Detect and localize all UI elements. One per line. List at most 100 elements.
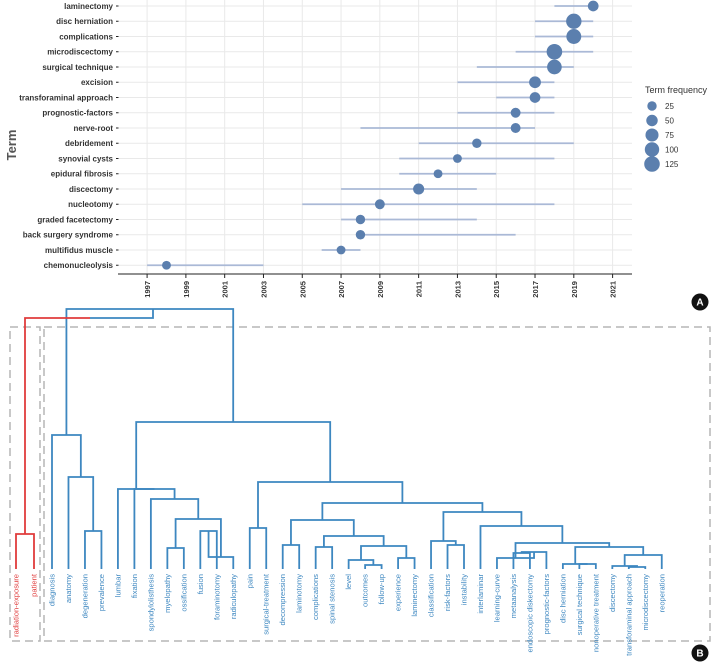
leaf-label: fusion	[196, 574, 205, 594]
legend-size-key	[647, 101, 657, 111]
term-median-point	[413, 183, 425, 195]
term-median-point	[546, 43, 563, 60]
x-tick-label: 1997	[143, 281, 152, 298]
dendrogram-branch	[133, 488, 176, 569]
leaf-label: ossification	[179, 574, 188, 612]
legend-size-key	[644, 156, 660, 172]
dendrogram-branch	[364, 564, 383, 569]
leaf-label: decompression	[278, 574, 287, 626]
term-label: synovial cysts	[58, 154, 113, 163]
dendrogram-branch	[166, 547, 185, 569]
dendrogram-branch	[149, 498, 200, 569]
dendrogram-branch	[446, 544, 465, 569]
term-median-point	[529, 92, 541, 103]
term-median-point	[452, 154, 462, 163]
leaf-label: radiation-exposure	[12, 574, 21, 637]
dendrogram-branch	[257, 481, 404, 528]
leaf-label: transforaminal approach	[624, 574, 633, 656]
y-axis-title: Term	[4, 130, 19, 161]
x-tick-label: 2007	[337, 281, 346, 298]
term-median-point	[529, 76, 541, 89]
term-labels: laminectomy disc herniation complications m…	[19, 2, 119, 270]
legend-title: Term frequency	[645, 85, 708, 95]
term-median-point	[355, 230, 366, 240]
term-label: discectomy	[69, 185, 114, 194]
leaf-label: endoscopic diskectomy	[525, 574, 534, 653]
panel-a-range-chart: laminectomy disc herniation complications m…	[4, 0, 709, 311]
leaf-label: follow-up	[377, 574, 386, 604]
dendrogram-root-blue	[90, 309, 154, 319]
x-tick-label: 2019	[570, 281, 579, 298]
x-tick-label: 2001	[221, 281, 230, 298]
term-median-point	[566, 13, 582, 29]
leaf-label: metaanalysis	[509, 574, 518, 619]
term-median-point	[510, 123, 521, 133]
x-tick-label: 1999	[182, 281, 191, 298]
term-median-point	[162, 260, 171, 270]
dendrogram-branch	[397, 557, 416, 569]
dendrogram-branch	[174, 518, 222, 557]
leaf-label: surgical-treatment	[262, 573, 271, 635]
term-median-point	[566, 29, 582, 44]
leaf-label: spondylolisthesis	[146, 574, 155, 632]
leaf-label: interlaminar	[476, 574, 485, 614]
dendrogram-branch	[51, 434, 82, 569]
x-tick-label: 2011	[415, 281, 424, 297]
leaf-label: classification	[427, 574, 436, 617]
panel-a-letter: A	[696, 298, 703, 309]
panel-b-badge: B	[691, 644, 709, 662]
dendrogram-leaf-labels: radiation-exposure patient diagnosis anatom…	[12, 573, 667, 656]
legend-size-key	[646, 114, 658, 127]
panel-a-badge-circle	[691, 293, 709, 311]
dendrogram-branch	[65, 308, 235, 435]
term-median-point	[472, 138, 482, 148]
legend-size-key	[644, 142, 660, 157]
term-label: prognostic-factors	[42, 109, 113, 118]
leaf-label: risk-factors	[443, 574, 452, 611]
leaf-label: lumbar	[113, 574, 122, 598]
leaf-label: disc herniation	[558, 574, 567, 623]
legend-size-label: 75	[665, 131, 674, 140]
x-tick-label: 2015	[492, 281, 501, 298]
leaf-label: nonoperative treatment	[591, 573, 600, 652]
leaf-label: discectomy	[608, 574, 617, 612]
leaf-label: prevalence	[97, 574, 106, 611]
leaf-label: level	[344, 574, 353, 590]
leaf-label: degeneration	[80, 574, 89, 618]
dendrogram-branch	[135, 421, 332, 489]
x-tick-label: 2009	[376, 281, 385, 298]
term-median-point	[336, 245, 346, 255]
dendrogram-branch	[281, 544, 301, 569]
panel-a-badge: A	[691, 293, 709, 311]
leaf-label: pain	[245, 574, 254, 588]
term-label: transforaminal approach	[19, 93, 113, 102]
x-tick-label: 2005	[298, 281, 307, 298]
legend-size-label: 100	[665, 146, 679, 155]
leaf-label: experience	[394, 574, 403, 611]
term-label: debridement	[65, 139, 113, 148]
leaf-label: laminectomy	[410, 574, 419, 617]
dendrogram-branch	[67, 476, 95, 569]
leaf-label: radiculopathy	[229, 574, 238, 619]
dendrogram-branches	[15, 308, 663, 569]
leaf-label: patient	[30, 573, 39, 597]
x-tick-label: 2017	[531, 281, 540, 298]
median-points	[162, 0, 599, 270]
term-median-point	[433, 169, 443, 179]
x-axis: 1997 1999 2001 2003 2005 2007 2009 2011 2013 2015…	[118, 273, 632, 298]
x-tick-label: 2013	[453, 281, 462, 298]
term-median-point	[547, 59, 562, 75]
leaf-label: fixation	[130, 574, 139, 598]
leaf-label: spinal stenosis	[328, 574, 337, 624]
term-label: excision	[81, 78, 113, 87]
range-lines	[147, 5, 594, 267]
legend-size-label: 125	[665, 160, 679, 169]
cluster-box-blue	[43, 326, 711, 642]
dendrogram-branch	[15, 533, 35, 569]
dendrogram-branch	[314, 546, 334, 569]
term-median-point	[374, 199, 385, 210]
dendrogram-branch	[84, 530, 103, 569]
legend-size-label: 50	[665, 117, 674, 126]
panel-b-badge-circle	[691, 644, 709, 662]
leaf-label: foraminotomy	[212, 574, 221, 620]
